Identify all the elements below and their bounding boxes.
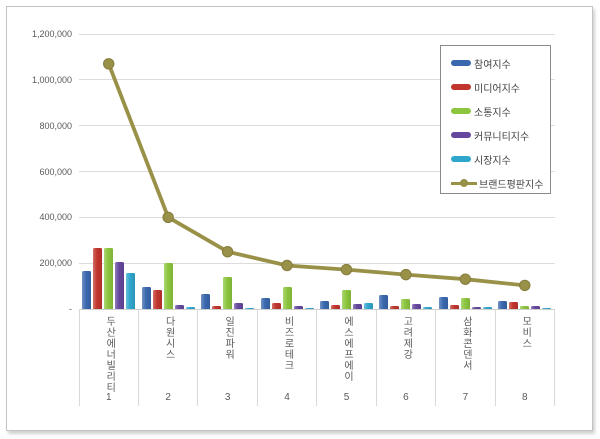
bar-참여지수 <box>201 293 211 309</box>
category-cell-border <box>435 309 437 406</box>
bar-시장지수 <box>482 306 492 309</box>
category-rank: 2 <box>165 392 171 403</box>
bar-미디어지수 <box>271 302 281 309</box>
legend-line-marker <box>460 179 468 187</box>
bar-참여지수 <box>438 296 448 309</box>
category-rank: 1 <box>105 392 112 403</box>
category-cell-border <box>256 309 258 406</box>
bar-소통지수 <box>401 298 411 309</box>
bar-미디어지수 <box>330 305 340 309</box>
legend-swatch-참여지수 <box>451 60 471 66</box>
y-axis-tick-label: 1,200,000 <box>31 29 72 39</box>
y-axis-tick-label: 400,000 <box>39 212 72 223</box>
bar-커뮤니티지수 <box>174 305 184 309</box>
category-cell-border <box>554 309 555 406</box>
legend-swatch-커뮤니티지수 <box>451 132 471 138</box>
legend-item: 소통지수 <box>441 99 550 123</box>
category-cell-border <box>316 309 318 406</box>
category-rank: 5 <box>343 392 350 403</box>
bar-커뮤니티지수 <box>531 305 541 309</box>
bar-미디어지수 <box>152 289 162 309</box>
bar-시장지수 <box>542 308 552 309</box>
bar-미디어지수 <box>93 248 103 309</box>
bar-커뮤니티지수 <box>115 261 125 309</box>
category-rank: 7 <box>462 392 469 403</box>
legend-item: 브랜드평판지수 <box>441 171 550 195</box>
y-axis-tick-label: 800,000 <box>39 120 72 131</box>
bar-참여지수 <box>141 287 151 309</box>
bar-참여지수 <box>319 300 329 309</box>
category-rank: 3 <box>224 392 231 403</box>
category-label: 일진파워 <box>222 316 234 360</box>
bar-소통지수 <box>520 305 530 309</box>
category-label: 고려제강 <box>400 316 412 360</box>
bar-소통지수 <box>341 289 351 309</box>
bar-소통지수 <box>223 276 233 309</box>
legend-item: 참여지수 <box>441 51 550 75</box>
legend-item: 미디어지수 <box>441 75 550 99</box>
bar-시장지수 <box>304 308 314 309</box>
bar-시장지수 <box>185 307 195 309</box>
category-rank: 6 <box>403 392 409 403</box>
y-axis-tick-label: 1,000,000 <box>31 74 72 85</box>
category-label: 삼화콘덴서 <box>460 316 472 371</box>
bar-시장지수 <box>245 307 255 309</box>
legend-swatch-시장지수 <box>451 156 471 162</box>
category-label: 모비스 <box>519 316 531 349</box>
bar-소통지수 <box>460 298 470 309</box>
bar-참여지수 <box>82 271 92 309</box>
bar-시장지수 <box>126 272 136 309</box>
category-rank: 8 <box>522 392 528 403</box>
bar-커뮤니티지수 <box>412 303 422 309</box>
category-cell-border <box>78 309 80 406</box>
legend-label: 브랜드평판지수 <box>479 179 544 191</box>
legend-item: 커뮤니티지수 <box>441 123 550 147</box>
legend-swatch-미디어지수 <box>451 84 471 90</box>
y-axis-tick-label: 600,000 <box>39 166 72 177</box>
category-rank: 4 <box>284 392 290 403</box>
category-cell-border <box>494 309 496 406</box>
category-label: 에스에프에이 <box>341 316 353 382</box>
bar-미디어지수 <box>449 305 459 309</box>
bar-시장지수 <box>423 306 433 309</box>
bar-소통지수 <box>282 287 292 309</box>
gridline <box>79 262 555 264</box>
legend-label: 미디어지수 <box>474 83 520 95</box>
category-cell-border <box>375 309 377 406</box>
bar-커뮤니티지수 <box>352 303 362 309</box>
bar-참여지수 <box>260 297 270 309</box>
bar-미디어지수 <box>390 306 400 309</box>
category-cell-border <box>197 309 199 406</box>
legend-swatch-소통지수 <box>451 108 471 114</box>
y-axis-tick-label: 200,000 <box>39 258 72 269</box>
bar-미디어지수 <box>212 305 222 309</box>
bar-참여지수 <box>379 295 389 309</box>
bar-소통지수 <box>163 263 173 309</box>
y-axis-tick-label: - <box>69 304 72 314</box>
gridline <box>79 216 555 218</box>
category-cell-border <box>137 309 139 406</box>
bar-커뮤니티지수 <box>471 306 481 309</box>
legend-line-swatch <box>451 179 477 187</box>
legend-label: 시장지수 <box>474 155 511 167</box>
category-label: 비즈로테크 <box>282 316 294 371</box>
bar-시장지수 <box>363 302 373 309</box>
bar-커뮤니티지수 <box>293 306 303 309</box>
legend-label: 소통지수 <box>474 107 511 119</box>
category-label: 두산에너빌리티 <box>103 316 115 393</box>
bar-소통지수 <box>104 248 114 309</box>
bar-참여지수 <box>498 300 508 309</box>
bar-미디어지수 <box>509 302 519 309</box>
legend-item: 시장지수 <box>441 147 550 171</box>
legend-label: 커뮤니티지수 <box>474 131 530 143</box>
legend-label: 참여지수 <box>474 59 511 71</box>
gridline <box>79 33 555 35</box>
category-label: 다원시스 <box>163 316 175 360</box>
bar-커뮤니티지수 <box>234 303 244 309</box>
